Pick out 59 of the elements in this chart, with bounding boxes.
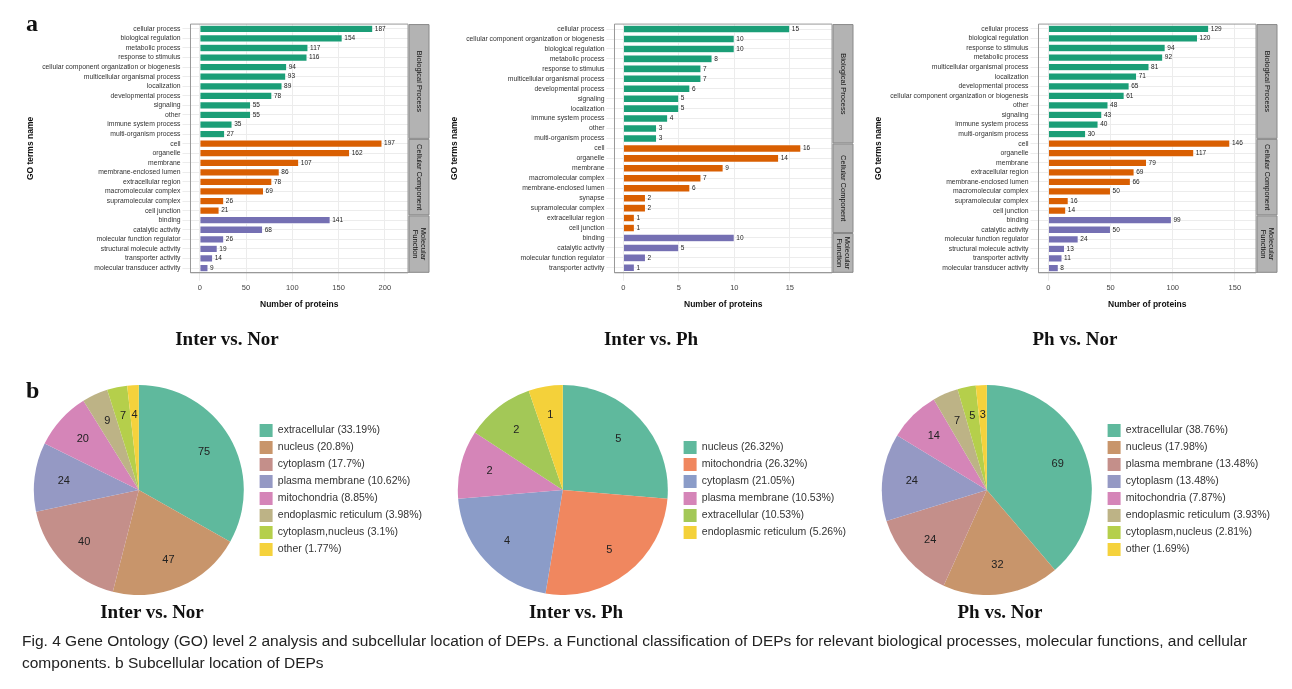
legend-label: nucleus (20.8%): [277, 440, 354, 453]
legend-label: extracellular (38.76%): [1125, 423, 1228, 436]
y-axis-title: GO terms name: [449, 116, 460, 181]
text: Inter vs. Ph: [602, 328, 700, 350]
x-axis-title: Number of proteins: [1108, 299, 1187, 310]
data-label: 24: [57, 473, 70, 486]
text: b: [26, 377, 40, 404]
data-label: 40: [78, 535, 91, 548]
legend-label: mitochondria (7.87%): [1125, 491, 1226, 504]
data-label: 7: [120, 409, 127, 422]
legend-label: nucleus (17.98%): [1125, 440, 1208, 453]
legend-label: endoplasmic reticulum (3.93%): [1125, 508, 1271, 521]
legend-label: cytoplasm,nucleus (3.1%): [277, 525, 399, 538]
data-label: 5: [969, 408, 976, 421]
legend-label: plasma membrane (10.53%): [701, 491, 835, 504]
data-label: 47: [162, 552, 175, 565]
data-label: 69: [1051, 456, 1064, 469]
legend-label: endoplasmic reticulum (3.98%): [277, 508, 423, 521]
data-label: 5: [606, 542, 613, 555]
legend-label: cytoplasm (13.48%): [1125, 474, 1219, 487]
data-label: 5: [615, 431, 622, 444]
data-label: 20: [76, 432, 89, 445]
data-label: 32: [991, 557, 1004, 570]
text: Inter vs. Nor: [99, 601, 205, 623]
y-axis-title: GO terms name: [873, 116, 884, 181]
y-axis-title: GO terms name: [25, 116, 36, 181]
legend-label: mitochondria (26.32%): [701, 457, 808, 470]
legend-label: mitochondria (8.85%): [277, 491, 378, 504]
legend-label: cytoplasm (17.7%): [277, 457, 365, 470]
data-label: 75: [197, 444, 211, 457]
legend-label: other (1.77%): [277, 542, 342, 555]
data-label: 24: [924, 533, 937, 546]
text: Inter vs. Nor: [174, 328, 280, 350]
legend-label: extracellular (10.53%): [701, 508, 804, 521]
text: Ph vs. Nor: [956, 601, 1044, 623]
legend-label: plasma membrane (10.62%): [277, 474, 411, 487]
legend-label: plasma membrane (13.48%): [1125, 457, 1259, 470]
legend-label: extracellular (33.19%): [277, 423, 380, 436]
data-label: 24: [905, 473, 918, 486]
caption: Fig. 4 Gene Ontology (GO) level 2 analysis and subcellular location of DEPs. a Functional classification of DEPs for relevant biological processes, molecular functions, and cellular components. b Subcellular location of DEPs: [22, 631, 1249, 673]
data-label: 14: [927, 429, 940, 442]
text: Ph vs. Nor: [1031, 328, 1119, 350]
legend-label: cytoplasm (21.05%): [701, 474, 795, 487]
legend-label: endoplasmic reticulum (5.26%): [701, 525, 847, 538]
x-axis-title: Number of proteins: [260, 299, 339, 310]
data-label: 4: [131, 407, 138, 420]
data-label: 3: [979, 407, 986, 420]
legend-label: cytoplasm,nucleus (2.81%): [1125, 525, 1252, 538]
data-label: 2: [486, 464, 493, 477]
legend-label: other (1.69%): [1125, 542, 1190, 555]
data-label: 4: [504, 534, 511, 547]
legend-label: nucleus (26.32%): [701, 440, 784, 453]
data-label: 1: [547, 408, 554, 421]
data-label: 2: [513, 423, 520, 436]
x-axis-title: Number of proteins: [684, 299, 763, 310]
text: Inter vs. Ph: [527, 601, 625, 623]
data-label: 7: [953, 413, 961, 426]
text: a: [26, 10, 38, 37]
data-label: 9: [104, 414, 111, 427]
